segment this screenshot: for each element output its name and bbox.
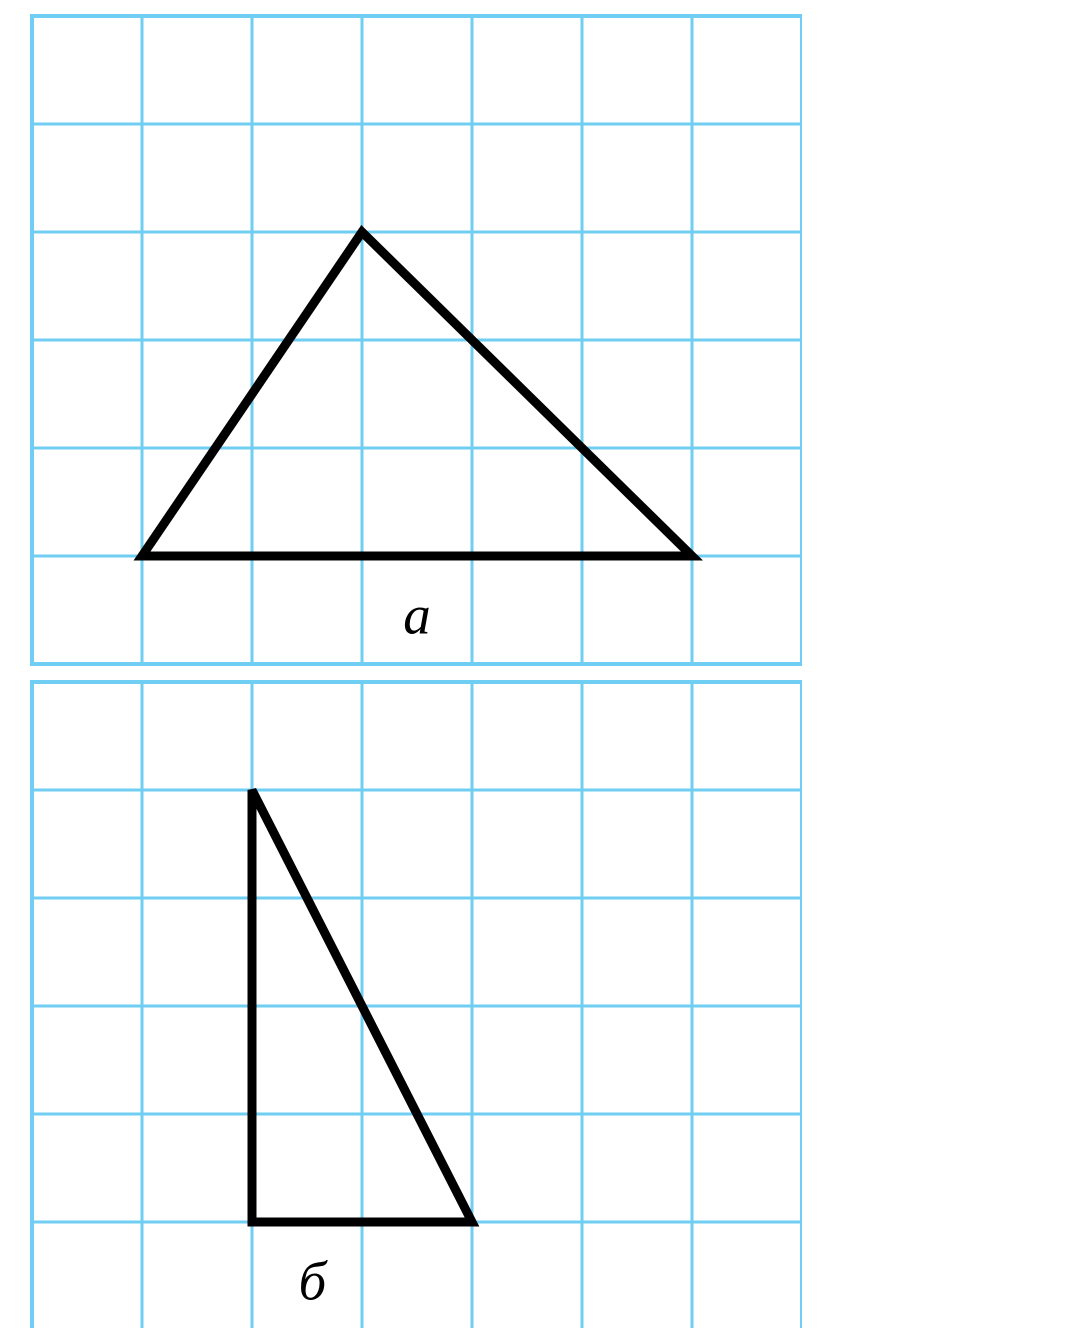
panel-a: а [30,14,802,666]
figure-label-b: б [299,1254,327,1309]
panel-b: б [30,680,802,1328]
figure-label-a: а [403,588,431,643]
page-root: а б [0,0,1080,1341]
grid-b-svg [30,680,802,1328]
triangle-a [142,232,692,556]
grid-a-svg [30,14,802,666]
